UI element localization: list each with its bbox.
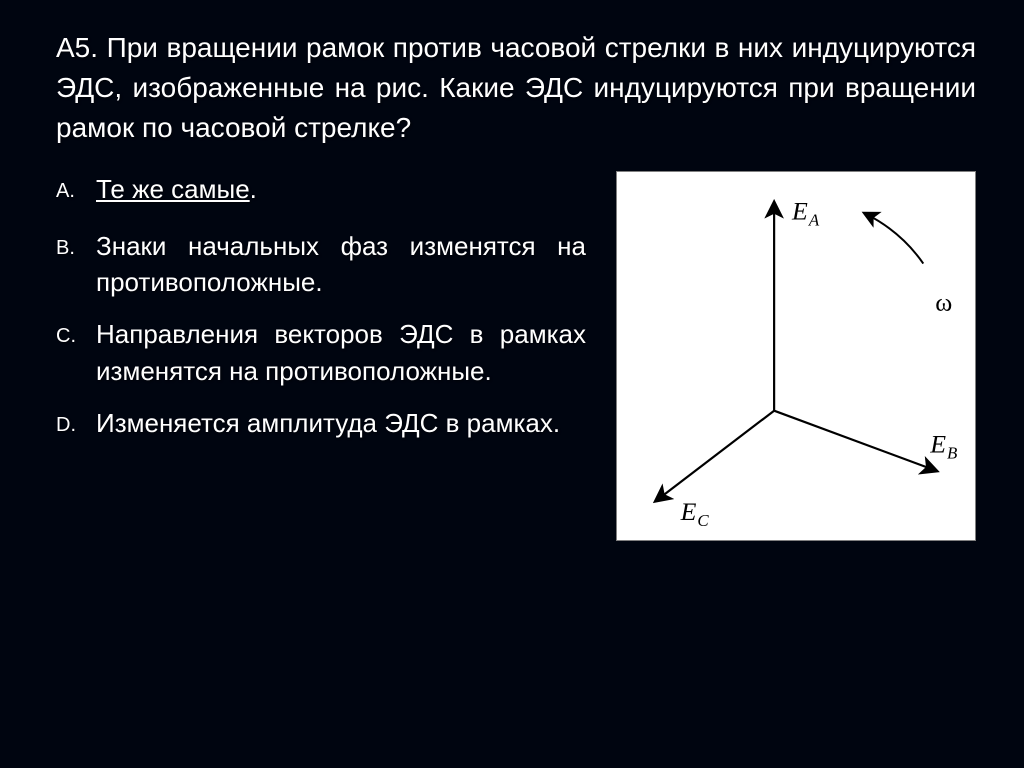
label-ec: EC (680, 497, 710, 530)
option-d: D. Изменяется амплитуда ЭДС в рамках. (56, 405, 586, 441)
option-b: B. Знаки начальных фаз изменятся на прот… (56, 228, 586, 301)
option-c: C. Направления векторов ЭДС в рамках изм… (56, 316, 586, 389)
vector-eb (774, 411, 935, 471)
question-text: А5. При вращении рамок против часовой ст… (56, 28, 976, 147)
vector-ec (657, 411, 774, 501)
label-ea: EA (791, 197, 820, 230)
option-text: Направления векторов ЭДС в рамках изменя… (96, 316, 586, 389)
option-letter: A. (56, 171, 96, 207)
option-text: Знаки начальных фаз изменятся на противо… (96, 228, 586, 301)
option-letter: B. (56, 228, 96, 301)
option-a: A. Те же самые. (56, 171, 586, 207)
omega-arc (866, 214, 924, 264)
option-text: Изменяется амплитуда ЭДС в рамках. (96, 405, 586, 441)
option-letter: D. (56, 405, 96, 441)
label-eb: EB (929, 430, 957, 463)
option-text: Те же самые. (96, 171, 586, 207)
label-omega: ω (935, 289, 952, 318)
option-letter: C. (56, 316, 96, 389)
options-list: A. Те же самые. B. Знаки начальных фаз и… (56, 171, 586, 541)
phasor-diagram: EA EB EC ω (616, 171, 976, 541)
